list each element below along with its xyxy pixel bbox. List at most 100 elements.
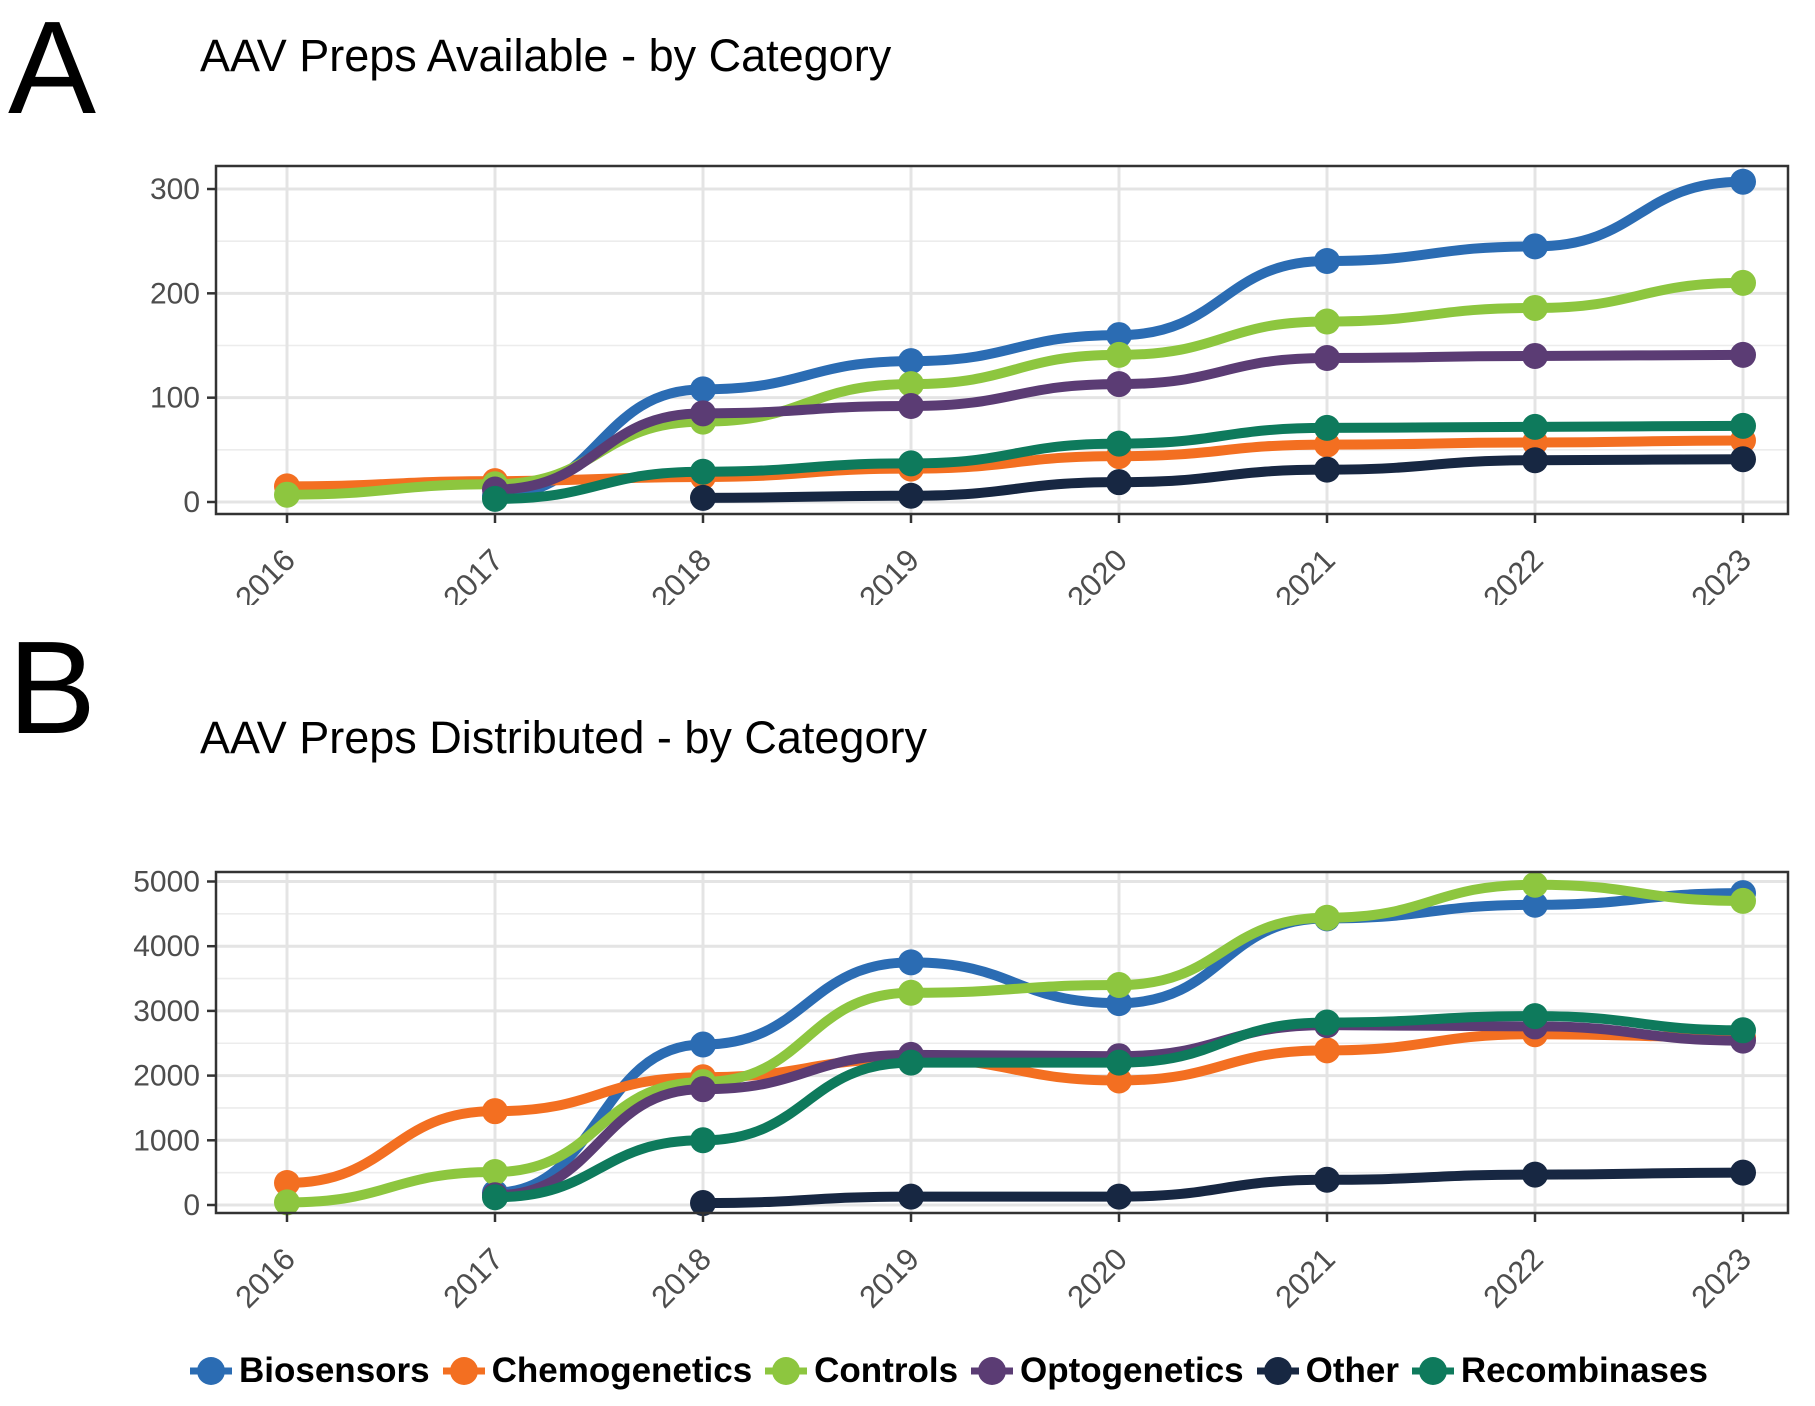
chart-legend: Biosensors Chemogenetics Controls Optoge… bbox=[188, 1348, 1708, 1394]
data-point-other bbox=[1730, 1159, 1756, 1186]
other-key-icon bbox=[1254, 1348, 1301, 1394]
data-point-optogenetics bbox=[690, 1076, 716, 1103]
optogenetics-key-icon bbox=[969, 1348, 1015, 1394]
legend-key-dot bbox=[978, 1357, 1006, 1385]
x-tick-label: 2023 bbox=[1684, 1241, 1758, 1315]
controls-key-icon bbox=[763, 1348, 810, 1394]
x-tick-label: 2019 bbox=[852, 542, 926, 605]
data-point-recombinases bbox=[1314, 1009, 1340, 1036]
data-point-recombinases bbox=[1106, 430, 1132, 457]
data-point-biosensors bbox=[1106, 990, 1132, 1017]
legend-item-optogenetics: Optogenetics bbox=[969, 1348, 1244, 1394]
data-point-other bbox=[898, 1183, 924, 1210]
x-tick-label: 2017 bbox=[436, 1241, 510, 1315]
legend-item-recombinases: Recombinases bbox=[1409, 1348, 1708, 1394]
legend-key-dot bbox=[197, 1357, 225, 1385]
data-point-recombinases bbox=[1730, 412, 1756, 439]
x-tick-label: 2018 bbox=[644, 542, 718, 605]
legend-key-dot bbox=[449, 1357, 478, 1385]
data-point-controls bbox=[1106, 341, 1132, 368]
y-tick-label: 5000 bbox=[133, 866, 200, 899]
y-tick-label: 1000 bbox=[133, 1124, 200, 1157]
legend-label: Other bbox=[1305, 1351, 1399, 1390]
legend-label: Recombinases bbox=[1460, 1351, 1708, 1390]
data-point-controls bbox=[898, 371, 924, 398]
x-tick-label: 2016 bbox=[228, 542, 302, 605]
data-point-chemogenetics bbox=[482, 1098, 508, 1125]
legend-key-dot bbox=[772, 1357, 801, 1385]
series-line-controls bbox=[282, 879, 1748, 1208]
series-line-biosensors bbox=[490, 888, 1748, 1198]
y-tick-label: 3000 bbox=[133, 995, 200, 1028]
x-tick-label: 2017 bbox=[436, 542, 510, 605]
data-point-other bbox=[1522, 1161, 1548, 1188]
data-point-biosensors bbox=[1730, 168, 1756, 195]
chart-title-available: AAV Preps Available - by Category bbox=[200, 30, 892, 81]
data-point-controls bbox=[1730, 269, 1756, 296]
legend-label: Controls bbox=[814, 1351, 959, 1390]
y-tick-label: 0 bbox=[183, 486, 200, 519]
data-point-other bbox=[1522, 447, 1548, 474]
data-point-optogenetics bbox=[690, 400, 716, 427]
series-line-other bbox=[698, 454, 1748, 503]
data-point-optogenetics bbox=[1522, 342, 1548, 369]
data-point-controls bbox=[274, 1189, 300, 1216]
data-point-recombinases bbox=[482, 1184, 508, 1211]
legend-key-dot bbox=[1263, 1357, 1292, 1385]
data-point-other bbox=[690, 1190, 716, 1217]
data-point-other bbox=[1314, 1166, 1340, 1193]
legend-item-biosensors: Biosensors bbox=[188, 1348, 430, 1394]
legend-label: Chemogenetics bbox=[491, 1351, 753, 1390]
data-point-controls bbox=[274, 481, 300, 508]
data-point-biosensors bbox=[1106, 322, 1132, 349]
data-point-chemogenetics bbox=[274, 1170, 300, 1197]
data-point-controls bbox=[1314, 904, 1340, 931]
y-tick-label: 200 bbox=[150, 277, 200, 310]
legend-item-other: Other bbox=[1254, 1348, 1399, 1394]
data-point-chemogenetics bbox=[1314, 1037, 1340, 1064]
data-point-biosensors bbox=[898, 949, 924, 976]
panel-border bbox=[214, 870, 1790, 1215]
data-point-controls bbox=[1730, 887, 1756, 914]
series-line-other bbox=[698, 1167, 1748, 1209]
data-point-recombinases bbox=[1522, 1003, 1548, 1030]
data-point-chemogenetics bbox=[1106, 1067, 1132, 1094]
chart-aav-preps-available: 0 100 200 300 2016 2017 2018 2019 2020 2021 2022 20… bbox=[150, 164, 1790, 605]
legend-item-controls: Controls bbox=[763, 1348, 958, 1394]
biosensors-key-icon bbox=[188, 1348, 234, 1394]
data-point-controls bbox=[1314, 308, 1340, 335]
data-point-other bbox=[1314, 456, 1340, 483]
data-point-biosensors bbox=[690, 1031, 716, 1058]
data-point-recombinases bbox=[482, 485, 508, 512]
chart-aav-preps-distributed: 0 1000 2000 3000 4000 5000 2016 2017 2018 2019 202… bbox=[133, 866, 1790, 1315]
data-point-controls bbox=[1522, 871, 1548, 898]
data-point-other bbox=[690, 484, 716, 511]
data-point-recombinases bbox=[1522, 413, 1548, 440]
data-point-other bbox=[1730, 446, 1756, 473]
y-tick-label: 100 bbox=[150, 382, 200, 415]
data-point-controls bbox=[898, 979, 924, 1006]
data-point-controls bbox=[1106, 972, 1132, 999]
recombinases-key-icon bbox=[1409, 1348, 1456, 1394]
legend-label: Optogenetics bbox=[1020, 1351, 1244, 1390]
data-point-recombinases bbox=[690, 1127, 716, 1154]
data-point-biosensors bbox=[1314, 247, 1340, 274]
chemogenetics-key-icon bbox=[440, 1348, 487, 1394]
data-point-optogenetics bbox=[1314, 345, 1340, 372]
data-point-controls bbox=[1522, 294, 1548, 321]
data-point-biosensors bbox=[690, 376, 716, 403]
data-point-recombinases bbox=[898, 1049, 924, 1076]
data-point-other bbox=[1106, 469, 1132, 496]
legend-label: Biosensors bbox=[239, 1351, 430, 1390]
y-tick-label: 300 bbox=[150, 173, 200, 206]
panel-border bbox=[214, 164, 1790, 516]
x-tick-label: 2018 bbox=[644, 1241, 718, 1315]
data-point-optogenetics bbox=[1730, 341, 1756, 368]
x-tick-label: 2022 bbox=[1476, 542, 1550, 605]
panel-label-a: A bbox=[8, 0, 97, 141]
x-tick-label: 2019 bbox=[852, 1241, 926, 1315]
panel-label-b: B bbox=[8, 614, 97, 761]
data-point-recombinases bbox=[898, 450, 924, 477]
data-point-recombinases bbox=[1730, 1017, 1756, 1044]
